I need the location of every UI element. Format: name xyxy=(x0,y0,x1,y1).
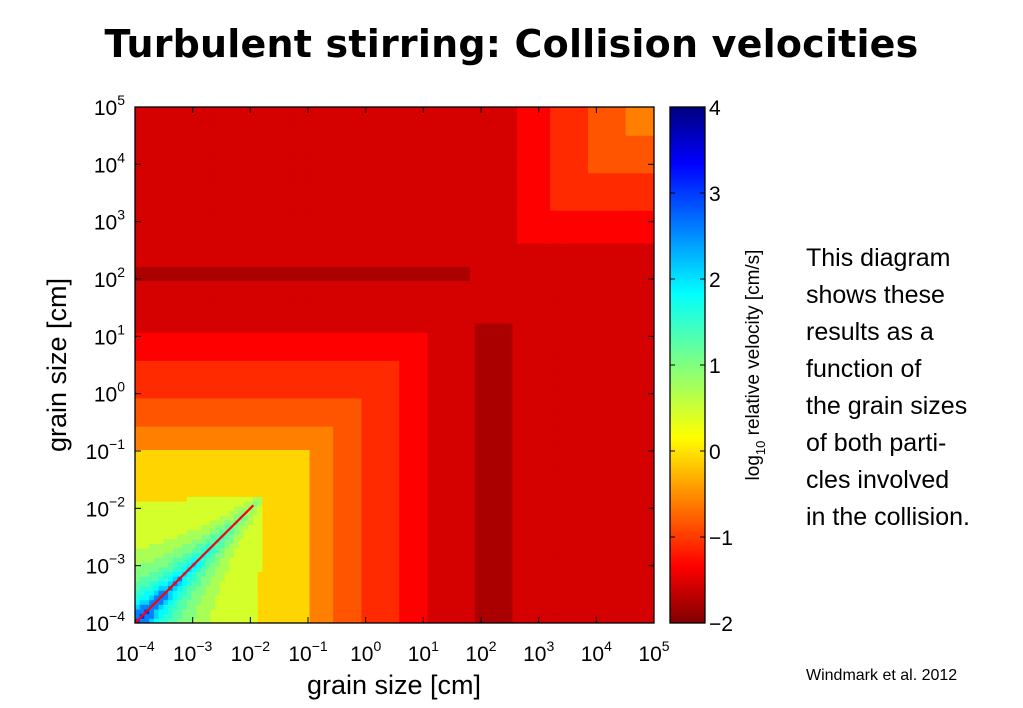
x-tick-label: 105 xyxy=(638,638,669,666)
y-tick-label: 10−1 xyxy=(86,436,126,464)
x-tick-label: 10−3 xyxy=(173,638,213,666)
diagonal-minimum-line xyxy=(135,504,255,623)
y-tick-label: 103 xyxy=(94,207,125,235)
y-tick-label: 102 xyxy=(94,264,125,292)
x-tick-label: 10−1 xyxy=(288,638,328,666)
y-tick-label: 105 xyxy=(94,92,125,120)
x-tick-label: 100 xyxy=(350,638,381,666)
colorbar-label: log10 relative velocity [cm/s] xyxy=(743,250,768,481)
description-text: This diagram shows these results as a fu… xyxy=(806,240,1021,536)
x-tick-label: 103 xyxy=(523,638,554,666)
x-tick-label: 104 xyxy=(581,638,612,666)
axes: 10−4 10−3 10−2 10−1 100 101 102 103 104 105 10−4 10… xyxy=(86,92,670,666)
y-tick-label: 100 xyxy=(94,379,125,407)
description-line: the grain sizes xyxy=(806,392,968,420)
plot-frame xyxy=(134,106,655,624)
description-line: This diagram xyxy=(806,244,951,272)
x-axis-label: grain size [cm] xyxy=(307,670,481,700)
colorbar-tick-label: −1 xyxy=(709,527,733,550)
slide-title: Turbulent stirring: Collision velocities xyxy=(104,22,919,66)
description-line: cles involved xyxy=(806,466,950,494)
colorbar xyxy=(669,106,706,624)
description-line: function of xyxy=(806,355,922,383)
y-tick-label: 104 xyxy=(94,149,125,177)
heatmap-plot-area xyxy=(135,107,654,623)
x-tick-label: 101 xyxy=(408,638,439,666)
x-tick-label: 10−4 xyxy=(115,638,155,666)
description-line: of both parti- xyxy=(806,429,947,457)
y-axis-label: grain size [cm] xyxy=(42,278,72,452)
colorbar-tick-label: 1 xyxy=(709,355,721,378)
colorbar-tick-label: 3 xyxy=(709,183,721,206)
x-tick-label: 102 xyxy=(465,638,496,666)
y-tick-label: 10−2 xyxy=(86,493,126,521)
citation: Windmark et al. 2012 xyxy=(806,667,958,684)
y-tick-label: 10−4 xyxy=(86,608,126,636)
colorbar-tick-label: 2 xyxy=(709,269,721,292)
description-line: results as a xyxy=(806,318,934,346)
colorbar-tick-label: 0 xyxy=(709,441,721,464)
colorbar-tick-label: 4 xyxy=(709,97,721,120)
description-line: in the collision. xyxy=(806,503,970,531)
colorbar-tick-label: −2 xyxy=(709,613,733,636)
x-tick-label: 10−2 xyxy=(231,638,271,666)
y-tick-label: 10−3 xyxy=(86,551,126,579)
colorbar-ticks: 4 3 2 1 0 −1 −2 xyxy=(670,97,733,636)
description-line: shows these xyxy=(806,281,945,309)
y-tick-label: 101 xyxy=(94,321,125,349)
